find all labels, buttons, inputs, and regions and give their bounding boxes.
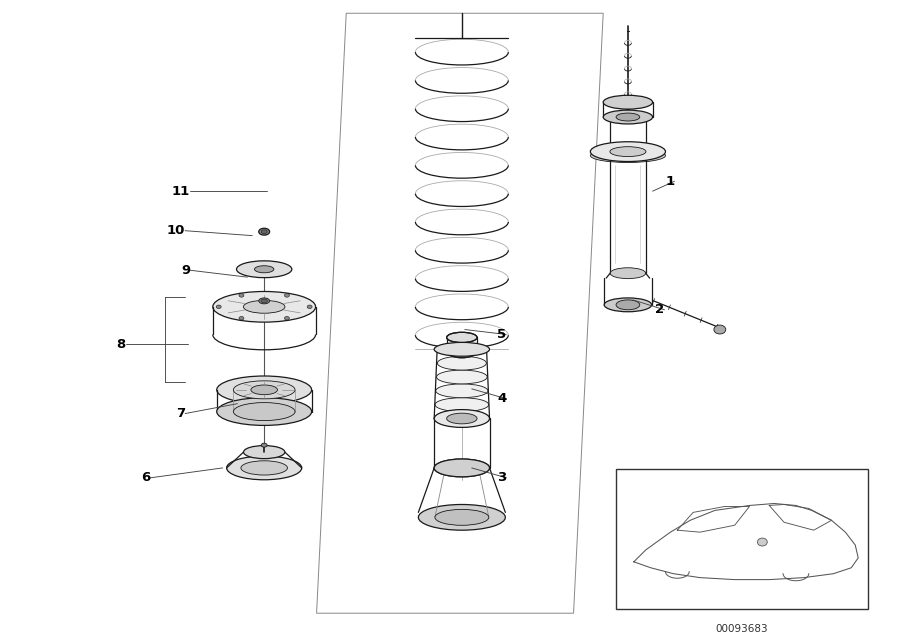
Ellipse shape [434, 459, 490, 477]
Ellipse shape [261, 299, 267, 303]
Ellipse shape [261, 230, 267, 234]
Ellipse shape [616, 300, 640, 310]
Text: 5: 5 [497, 328, 507, 341]
Ellipse shape [217, 376, 311, 404]
Ellipse shape [233, 381, 295, 399]
Ellipse shape [216, 305, 221, 308]
Text: 3: 3 [497, 471, 507, 484]
Text: 10: 10 [166, 224, 185, 237]
Ellipse shape [610, 146, 645, 157]
Ellipse shape [603, 110, 652, 124]
Ellipse shape [446, 413, 477, 424]
Bar [616, 469, 868, 609]
Ellipse shape [435, 397, 489, 412]
Ellipse shape [255, 266, 274, 273]
Ellipse shape [258, 228, 270, 235]
Ellipse shape [435, 510, 489, 526]
Ellipse shape [434, 412, 490, 426]
Text: 4: 4 [497, 392, 507, 405]
Ellipse shape [227, 456, 302, 480]
Ellipse shape [217, 397, 311, 426]
Ellipse shape [244, 445, 284, 459]
Text: 00093683: 00093683 [716, 624, 769, 634]
Text: 11: 11 [172, 185, 190, 197]
Ellipse shape [434, 410, 490, 427]
Text: 8: 8 [117, 338, 126, 351]
Ellipse shape [418, 505, 506, 530]
Ellipse shape [284, 317, 290, 320]
Ellipse shape [239, 294, 244, 297]
Ellipse shape [610, 111, 645, 122]
Ellipse shape [261, 443, 267, 447]
Ellipse shape [446, 333, 477, 343]
Ellipse shape [604, 298, 652, 311]
Text: 2: 2 [655, 303, 664, 316]
Ellipse shape [243, 301, 285, 313]
Ellipse shape [590, 148, 665, 162]
Text: 6: 6 [141, 471, 150, 484]
Ellipse shape [610, 150, 645, 161]
Ellipse shape [436, 384, 488, 397]
Ellipse shape [610, 147, 646, 157]
Ellipse shape [590, 142, 665, 162]
Ellipse shape [233, 403, 295, 420]
Ellipse shape [616, 113, 640, 121]
Ellipse shape [446, 345, 477, 358]
Ellipse shape [307, 305, 312, 308]
Ellipse shape [714, 325, 725, 334]
Ellipse shape [258, 298, 270, 304]
Ellipse shape [237, 261, 292, 278]
Text: 1: 1 [665, 175, 674, 188]
Ellipse shape [437, 356, 486, 370]
Ellipse shape [436, 370, 487, 384]
Text: 7: 7 [176, 407, 185, 420]
Ellipse shape [239, 317, 244, 320]
Ellipse shape [251, 385, 277, 395]
Ellipse shape [212, 292, 316, 322]
Ellipse shape [284, 294, 290, 297]
Ellipse shape [610, 268, 645, 278]
Ellipse shape [434, 343, 490, 356]
Text: 9: 9 [181, 264, 190, 276]
Ellipse shape [241, 461, 287, 475]
Ellipse shape [758, 538, 768, 546]
Ellipse shape [603, 96, 652, 109]
Ellipse shape [434, 459, 490, 477]
